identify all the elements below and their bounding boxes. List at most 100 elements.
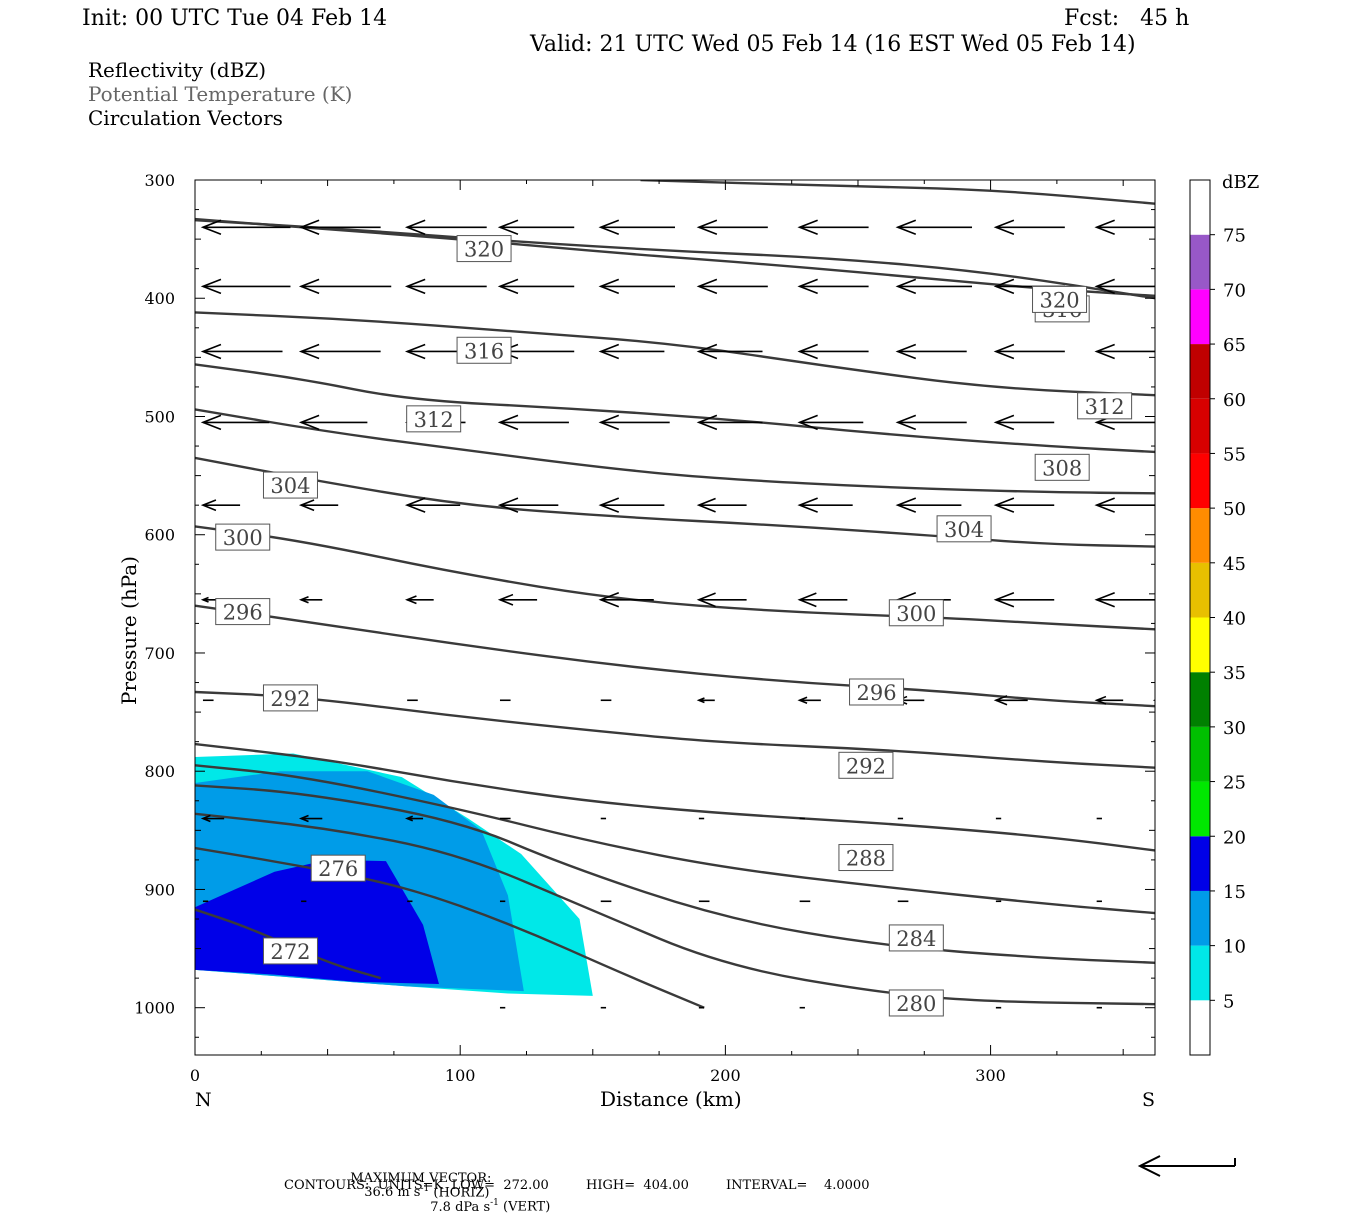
- vector-arrow: [598, 278, 675, 295]
- contour-label-284: 284: [896, 927, 936, 951]
- contour-label-276-box: [310, 854, 366, 882]
- vector-arrow: [993, 219, 1065, 236]
- vector-arrow: [298, 414, 368, 431]
- vector-arrow: [696, 219, 768, 236]
- theta-contour-296: [195, 690, 1155, 769]
- vector-arrow: [696, 592, 747, 608]
- x-tick-label-0: 0: [190, 1066, 200, 1085]
- vector-arrow: [405, 815, 424, 822]
- colorbar-unit: dBZ: [1222, 172, 1259, 193]
- contour-label-320-box: [1032, 285, 1088, 313]
- vector-arrow: [797, 696, 821, 704]
- colorbar-swatch: [1190, 234, 1210, 290]
- vector-arrow: [200, 814, 225, 823]
- contour-label-312-box: [1077, 392, 1133, 420]
- contour-label-312: 312: [1085, 395, 1125, 419]
- colorbar-level-25: 25: [1223, 773, 1246, 794]
- x-axis-title: Distance (km): [600, 1087, 742, 1111]
- x-tick-label-300: 300: [975, 1066, 1006, 1085]
- vector-arrow: [993, 414, 1055, 431]
- colorbar-level-50: 50: [1223, 499, 1246, 520]
- contour-label-300: 300: [896, 602, 936, 626]
- x-tick-label-100: 100: [445, 1066, 476, 1085]
- colorbar-swatch: [1190, 672, 1210, 727]
- vector-arrow: [200, 499, 241, 512]
- contour-label-312: 312: [414, 408, 454, 432]
- theta-contour-12: [195, 311, 1155, 397]
- colorbar-swatch: [1190, 180, 1210, 235]
- theta-contour-304: [195, 525, 1155, 631]
- vert-suffix: (VERT): [498, 1199, 551, 1215]
- reflectivity-region-15dbz: [195, 859, 439, 985]
- y-tick-label-400: 400: [144, 289, 175, 308]
- colorbar-swatch: [1190, 453, 1210, 509]
- vector-arrow: [993, 695, 1028, 706]
- contour-label-320: 320: [1039, 288, 1079, 312]
- colorbar-swatch: [1190, 508, 1210, 563]
- colorbar-level-65: 65: [1223, 335, 1246, 356]
- colorbar-swatch: [1190, 1000, 1210, 1055]
- vector-arrow: [1094, 497, 1155, 513]
- contour-label-296-box: [215, 598, 271, 626]
- contour-label-308-box: [1034, 453, 1090, 481]
- vector-arrow: [298, 219, 381, 236]
- y-tick-label-700: 700: [144, 644, 175, 663]
- y-tick-label-800: 800: [144, 762, 175, 781]
- contour-label-272-box: [262, 937, 318, 965]
- horiz-sup: -1: [420, 1184, 430, 1194]
- contour-label-288: 288: [846, 847, 886, 871]
- vector-arrow: [895, 414, 967, 431]
- colorbar-swatch: [1190, 945, 1210, 1001]
- footer-contours-line: CONTOURS: UNITS=K LOW= 272.00 HIGH= 404.…: [284, 1178, 870, 1193]
- vector-arrow: [200, 278, 291, 295]
- contour-label-304: 304: [270, 474, 310, 498]
- vector-arrow: [797, 219, 869, 236]
- colorbar-level-70: 70: [1223, 280, 1246, 301]
- vector-arrow: [200, 414, 270, 431]
- y-axis-title: Pressure (hPa): [117, 556, 141, 705]
- vector-arrow: [497, 219, 575, 236]
- field-circulation-vectors: Circulation Vectors: [88, 106, 283, 130]
- vector-arrow: [797, 592, 848, 608]
- vector-arrow: [1152, 285, 1155, 288]
- contour-label-272: 272: [270, 940, 310, 964]
- vector-arrow: [696, 278, 768, 295]
- colorbar-level-35: 35: [1223, 663, 1246, 684]
- theta-contour-15: [640, 180, 1155, 205]
- vector-arrow: [598, 497, 665, 513]
- max-vector-label: MAXIMUM VECTOR:: [350, 1171, 492, 1186]
- colorbar-level-40: 40: [1223, 609, 1246, 630]
- vector-arrow: [1152, 226, 1155, 229]
- theta-contour-312: [195, 408, 1155, 495]
- colorbar-swatch: [1190, 726, 1210, 782]
- contour-label-312-box: [406, 405, 462, 433]
- colorbar-level-55: 55: [1223, 444, 1246, 465]
- vector-arrow: [404, 497, 461, 513]
- contour-label-304-box: [936, 515, 992, 543]
- colorbar-level-60: 60: [1223, 390, 1246, 411]
- init-time: Init: 00 UTC Tue 04 Feb 14: [82, 6, 388, 31]
- x-tick-label-200: 200: [710, 1066, 741, 1085]
- plot-frame: [194, 179, 1156, 1056]
- colorbar-swatch: [1190, 344, 1210, 399]
- contour-label-284-box: [888, 924, 944, 952]
- vector-arrow: [895, 219, 973, 236]
- contour-label-320-box: [456, 235, 512, 263]
- theta-contour-14: [195, 217, 1155, 298]
- y-tick-label-900: 900: [144, 880, 175, 899]
- vector-arrow: [497, 593, 538, 606]
- colorbar-level-20: 20: [1223, 827, 1246, 848]
- vector-arrow: [598, 592, 654, 608]
- colorbar-level-30: 30: [1223, 718, 1246, 739]
- contour-label-300-box: [215, 523, 271, 551]
- vector-arrow: [598, 414, 670, 431]
- colorbar-level-10: 10: [1223, 937, 1246, 958]
- vector-arrow: [696, 697, 715, 704]
- theta-contour-292: [195, 742, 1155, 852]
- vector-arrow: [200, 219, 291, 236]
- vector-arrow: [497, 278, 575, 295]
- contour-labels: 272 276 280 284 288 292 296 300 304 308 312 316 320 3…: [215, 235, 1133, 1017]
- vector-arrow: [405, 595, 434, 605]
- vector-arrow: [895, 278, 973, 295]
